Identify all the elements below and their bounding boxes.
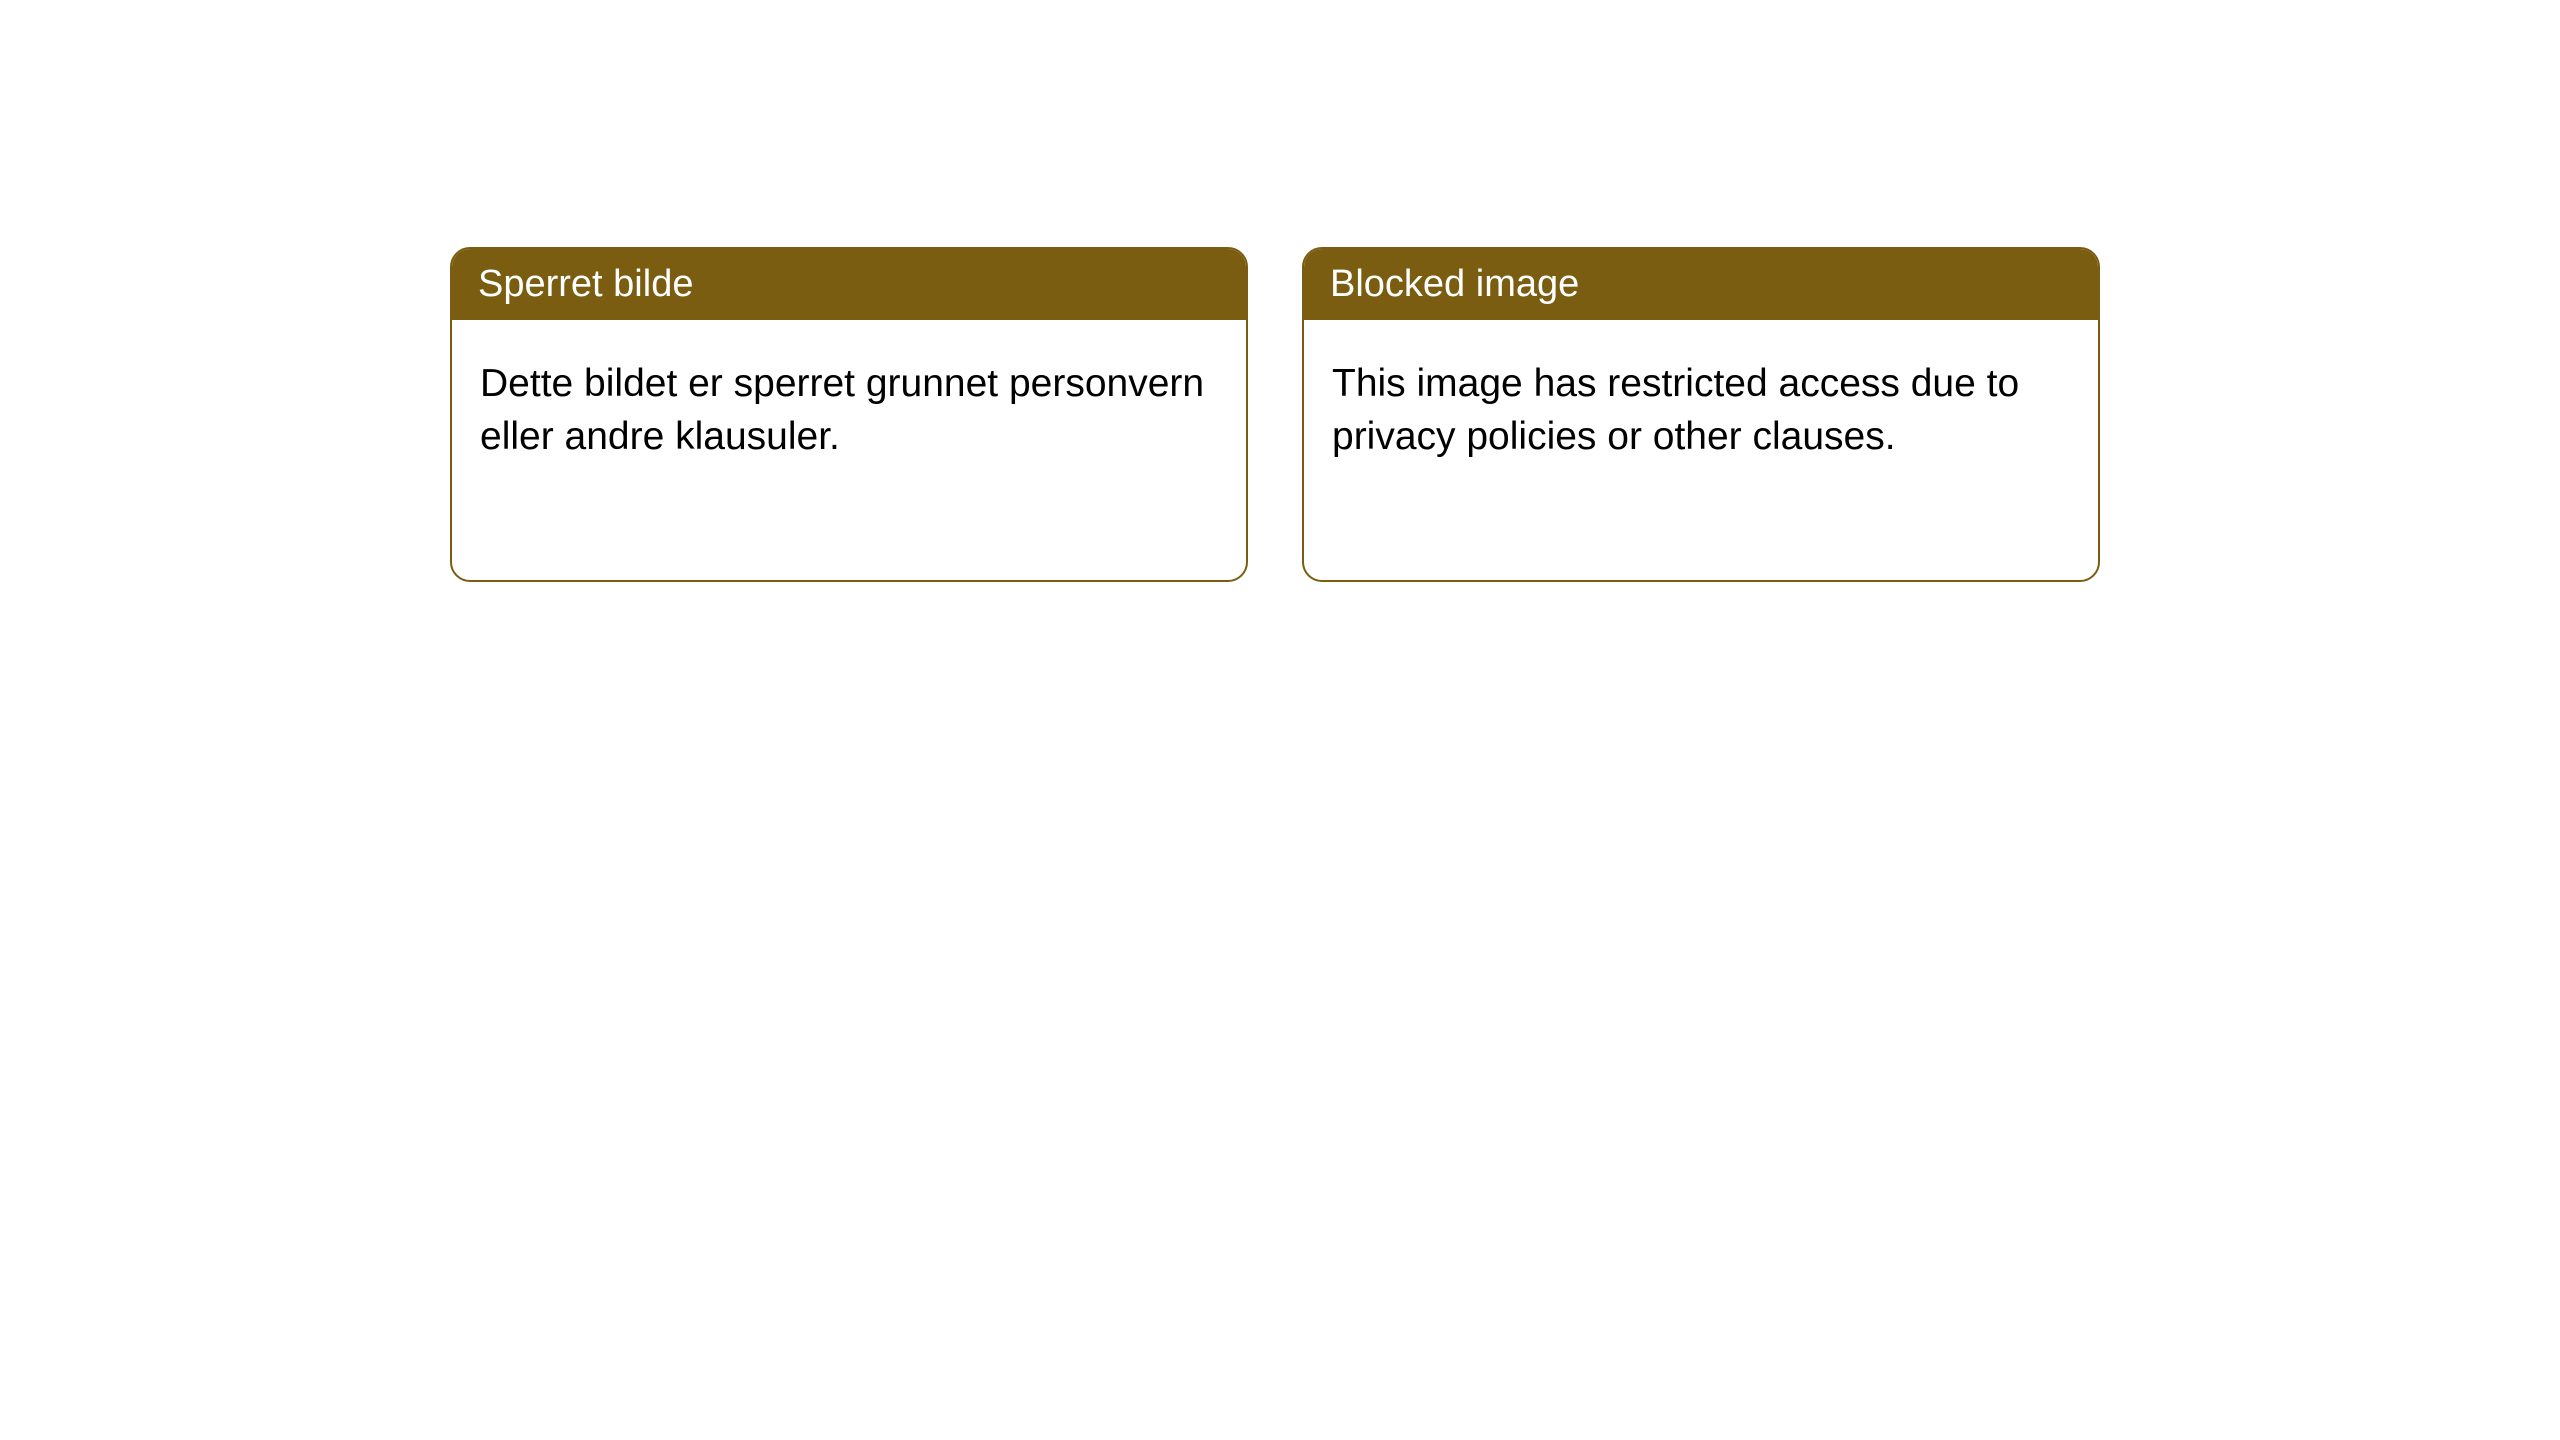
notice-card-norwegian: Sperret bilde Dette bildet er sperret gr… xyxy=(450,247,1248,582)
card-header-norwegian: Sperret bilde xyxy=(452,249,1246,320)
card-header-english: Blocked image xyxy=(1304,249,2098,320)
notice-container: Sperret bilde Dette bildet er sperret gr… xyxy=(450,247,2100,582)
notice-card-english: Blocked image This image has restricted … xyxy=(1302,247,2100,582)
card-body-text: Dette bildet er sperret grunnet personve… xyxy=(480,362,1204,458)
card-header-title: Sperret bilde xyxy=(478,263,693,305)
card-body-english: This image has restricted access due to … xyxy=(1304,320,2098,501)
card-body-text: This image has restricted access due to … xyxy=(1332,362,2019,458)
card-header-title: Blocked image xyxy=(1330,263,1579,305)
card-body-norwegian: Dette bildet er sperret grunnet personve… xyxy=(452,320,1246,501)
